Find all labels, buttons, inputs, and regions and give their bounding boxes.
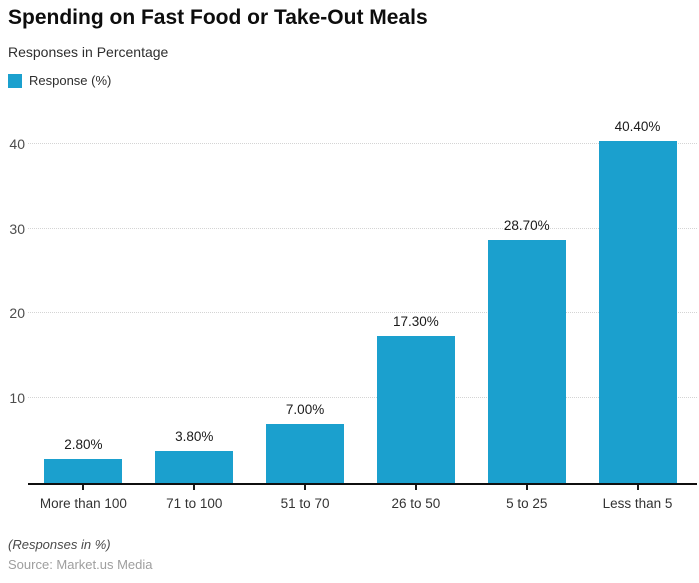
bar-value-label: 2.80% [64,437,103,453]
y-axis-tick-label: 30 [9,220,25,237]
x-axis-tick [414,485,417,490]
y-axis-tick-label: 20 [9,305,25,322]
x-axis-label: 26 to 50 [391,496,441,511]
chart-title: Spending on Fast Food or Take-Out Meals [8,6,428,29]
bar [44,459,123,483]
bar-value-label: 17.30% [392,314,439,330]
bar-slot: 17.30% 26 to 50 [360,110,471,511]
x-axis-label: 5 to 25 [506,496,548,511]
x-axis-tick [82,485,85,490]
bar [598,140,677,483]
bar-value-label: 3.80% [175,428,214,444]
x-axis-label: 51 to 70 [280,496,330,511]
gridline [28,227,697,229]
y-axis-tick-label: 10 [9,390,25,407]
bar-value-label: 40.40% [614,118,661,134]
legend: Response (%) [8,73,111,88]
x-axis-tick [193,485,196,490]
bar [487,239,566,483]
bar [155,450,234,483]
x-axis-tick [636,485,639,490]
source-credit: Source: Market.us Media [8,557,153,572]
bar [266,423,345,483]
bar-slot: 28.70% 5 to 25 [471,110,582,511]
bar-slot: 2.80% More than 100 [28,110,139,511]
x-axis-tick [525,485,528,490]
legend-swatch-icon [8,73,22,88]
gridline [28,312,697,314]
x-axis-line [28,483,697,485]
x-axis-tick [304,485,307,490]
gridline [28,142,697,144]
x-axis-label: More than 100 [39,496,127,511]
axis-note: (Responses in %) [8,537,111,552]
bar-value-label: 28.70% [503,217,550,233]
gridline [28,397,697,399]
bar-value-label: 7.00% [285,401,325,417]
plot-area: 2.80% More than 100 3.80% 71 to 100 7.00% 51 … [28,110,697,511]
bars-row: 2.80% More than 100 3.80% 71 to 100 7.00% 51 … [28,110,693,511]
bar-chart: 10 20 30 40 2.80% More than 100 3.80% 71 to 10… [0,110,699,511]
y-axis-tick-label: 40 [9,135,25,152]
bar-slot: 3.80% 71 to 100 [139,110,250,511]
legend-label: Response (%) [29,73,112,88]
x-axis-label: 71 to 100 [166,496,223,511]
chart-subtitle: Responses in Percentage [8,44,169,60]
bar [376,336,455,483]
y-axis-labels: 10 20 30 40 [0,110,25,483]
bar-slot: 7.00% 51 to 70 [250,110,361,511]
x-axis-label: Less than 5 [602,496,673,511]
bar-slot: 40.40% Less than 5 [582,110,693,511]
